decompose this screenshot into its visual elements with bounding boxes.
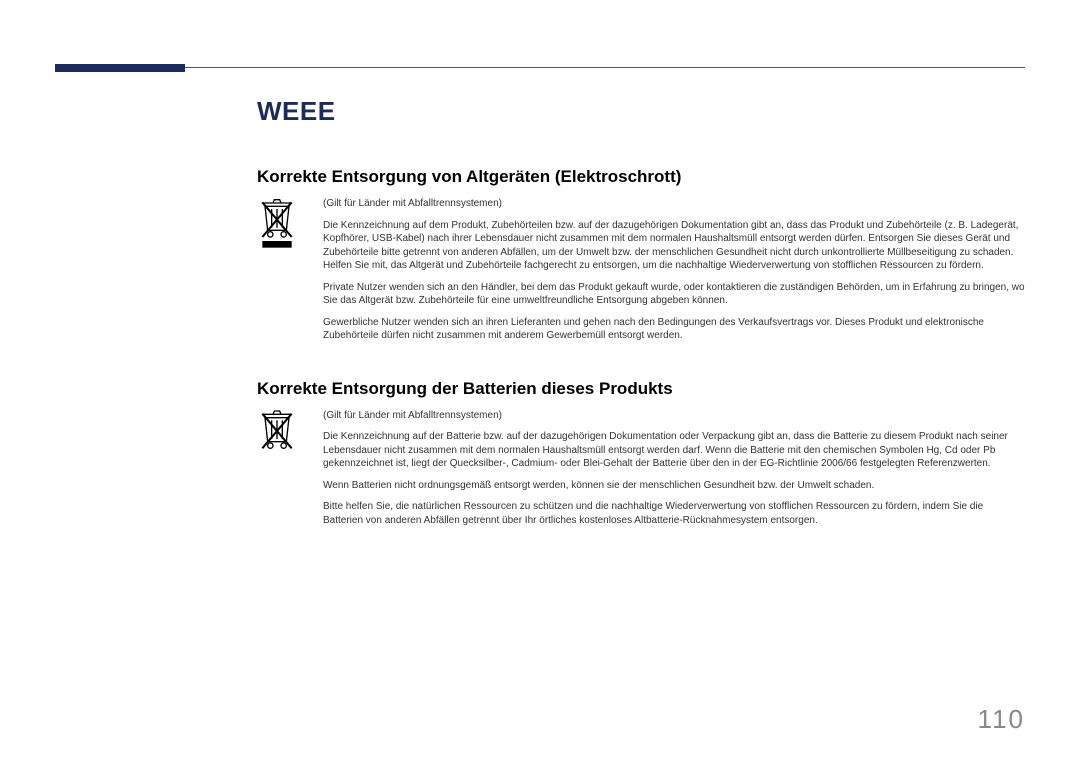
section-electro-p2: Private Nutzer wenden sich an den Händle…	[323, 281, 1025, 308]
section-battery-note: (Gilt für Länder mit Abfalltrennsystemen…	[323, 409, 1025, 423]
page-root: WEEE Korrekte Entsorgung von Altgeräten …	[0, 0, 1080, 763]
section-battery-p3: Bitte helfen Sie, die natürlichen Ressou…	[323, 500, 1025, 527]
section-electro-body: (Gilt für Länder mit Abfalltrennsystemen…	[257, 197, 1025, 351]
page-number: 110	[978, 704, 1025, 735]
header-hairline	[185, 67, 1025, 68]
section-electro-p1: Die Kennzeichnung auf dem Produkt, Zubeh…	[323, 219, 1025, 273]
section-battery: Korrekte Entsorgung der Batterien dieses…	[257, 379, 1025, 536]
header-accent-bar	[55, 64, 185, 72]
section-electro-note: (Gilt für Länder mit Abfalltrennsystemen…	[323, 197, 1025, 211]
section-electro-text: (Gilt für Länder mit Abfalltrennsystemen…	[323, 197, 1025, 351]
section-battery-text: (Gilt für Länder mit Abfalltrennsystemen…	[323, 409, 1025, 536]
section-battery-p1: Die Kennzeichnung auf der Batterie bzw. …	[323, 430, 1025, 471]
section-battery-body: (Gilt für Länder mit Abfalltrennsystemen…	[257, 409, 1025, 536]
main-title: WEEE	[257, 96, 1025, 127]
content-area: WEEE Korrekte Entsorgung von Altgeräten …	[257, 96, 1025, 563]
section-electro: Korrekte Entsorgung von Altgeräten (Elek…	[257, 167, 1025, 351]
weee-bin-icon	[257, 197, 301, 253]
section-electro-p3: Gewerbliche Nutzer wenden sich an ihren …	[323, 316, 1025, 343]
section-electro-title: Korrekte Entsorgung von Altgeräten (Elek…	[257, 167, 1025, 187]
weee-battery-icon	[257, 409, 301, 453]
section-battery-p2: Wenn Batterien nicht ordnungsgemäß entso…	[323, 479, 1025, 493]
section-battery-title: Korrekte Entsorgung der Batterien dieses…	[257, 379, 1025, 399]
